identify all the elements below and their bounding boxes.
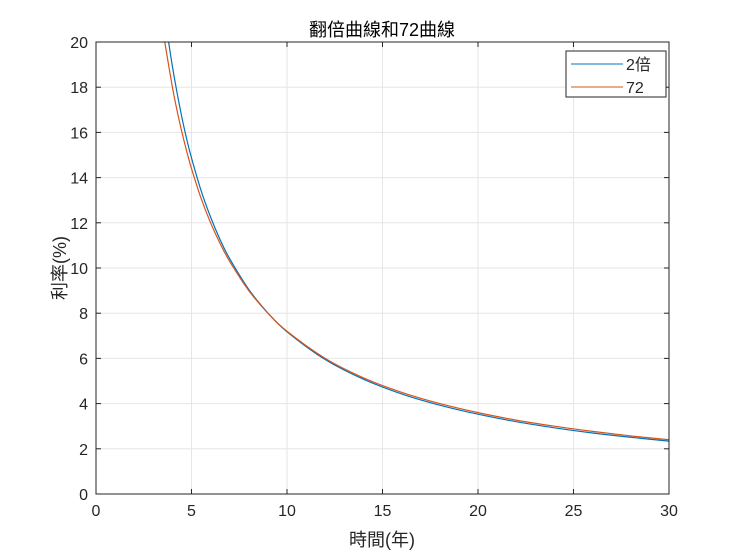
x-tick-label: 25 [565,503,583,520]
y-tick-label: 0 [79,487,88,504]
series-lines [164,41,670,442]
x-tick-label: 10 [278,503,296,520]
chart-title: 翻倍曲線和72曲線 [309,20,455,40]
y-tick-label: 12 [70,216,88,233]
series-line-1 [164,41,670,441]
x-axis-label: 時間(年) [349,530,415,550]
y-tick-label: 2 [79,442,88,459]
ticks: 0 5 10 15 20 25 30 0 2 4 6 8 10 12 14 16 18 20 [70,35,678,520]
x-tick-label: 5 [187,503,196,520]
legend-label-1: 72 [626,80,644,97]
y-tick-label: 14 [70,171,88,188]
x-tick-label: 15 [374,503,392,520]
y-tick-label: 16 [70,125,88,142]
legend-label-0: 2倍 [626,56,651,74]
x-tick-label: 0 [92,503,101,520]
y-tick-label: 20 [70,35,88,52]
y-tick-label: 6 [79,351,88,368]
x-tick-label: 20 [469,503,487,520]
y-axis-label: 利率(%) [50,236,70,300]
y-tick-label: 8 [79,306,88,323]
legend: 2倍 72 [565,50,667,98]
x-tick-label: 30 [660,503,678,520]
y-tick-label: 4 [79,397,88,414]
y-tick-label: 18 [70,80,88,97]
y-tick-label: 10 [70,261,88,278]
legend-box [565,50,667,98]
